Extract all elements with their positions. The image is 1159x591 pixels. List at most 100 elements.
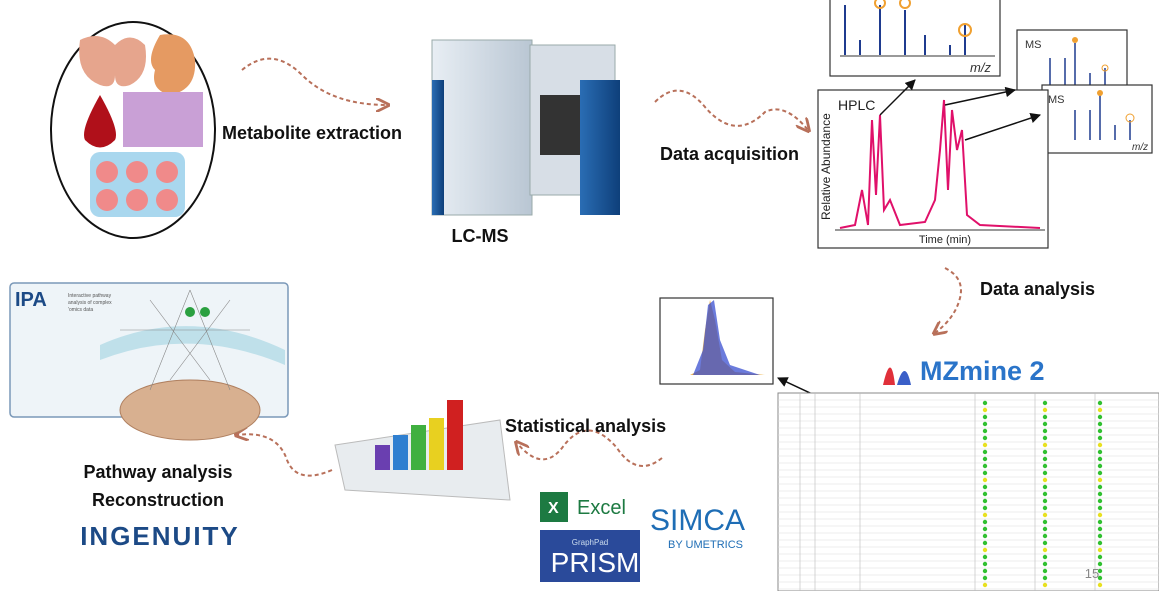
table-rule bbox=[982, 400, 988, 406]
flow-arrow bbox=[241, 57, 387, 105]
bar-chart-icon bbox=[334, 400, 511, 501]
table-rule bbox=[1097, 414, 1103, 420]
flow-arrow bbox=[237, 434, 333, 477]
table-rule bbox=[982, 554, 988, 560]
table-rule bbox=[1042, 442, 1048, 448]
spectrum-label: MS bbox=[1025, 39, 1042, 51]
table-rule bbox=[1042, 435, 1048, 441]
table-rule bbox=[982, 442, 988, 448]
logo-text: PRISM bbox=[551, 547, 640, 578]
step-label: Reconstruction bbox=[92, 490, 224, 510]
table-rule bbox=[1097, 540, 1103, 546]
axis-label: m/z bbox=[1132, 142, 1148, 153]
step-label: Pathway analysis bbox=[83, 462, 232, 482]
ipa-tagline: analysis of complex bbox=[68, 300, 112, 306]
table-rule bbox=[1042, 561, 1048, 567]
table-rule bbox=[1042, 512, 1048, 518]
ms-spectrum: m/z bbox=[829, 0, 1001, 77]
lc-ms-instrument bbox=[431, 39, 620, 216]
table-rule bbox=[1097, 442, 1103, 448]
table-rule bbox=[1097, 575, 1103, 581]
ipa-tagline: Interactive pathway bbox=[68, 293, 112, 299]
table-rule bbox=[1042, 498, 1048, 504]
table-rule bbox=[1042, 449, 1048, 455]
excel-logo: X Excel bbox=[540, 492, 626, 522]
step-label: LC-MS bbox=[452, 226, 509, 246]
table-rule bbox=[982, 547, 988, 553]
logo-text: SIMCA bbox=[650, 504, 745, 537]
simca-logo: SIMCA BY UMETRICS bbox=[650, 504, 745, 551]
table-rule bbox=[1042, 554, 1048, 560]
mzmine-logo: MZmine 2 bbox=[883, 356, 1045, 386]
table-rule bbox=[1042, 484, 1048, 490]
table-rule bbox=[982, 428, 988, 434]
axis-label: Time (min) bbox=[919, 234, 971, 246]
table-rule bbox=[1042, 519, 1048, 525]
table-rule bbox=[1042, 582, 1048, 588]
ms-spectrum: MS m/z bbox=[1041, 84, 1153, 154]
ingenuity-logo: INGENUITY bbox=[80, 521, 240, 551]
sample-types bbox=[50, 21, 216, 239]
table-rule bbox=[1042, 463, 1048, 469]
table-rule bbox=[1042, 505, 1048, 511]
table-rule bbox=[1042, 400, 1048, 406]
step-label: Statistical analysis bbox=[505, 416, 666, 436]
table-rule bbox=[982, 407, 988, 413]
table-rule bbox=[1097, 547, 1103, 553]
table-rule bbox=[982, 463, 988, 469]
table-rule bbox=[982, 505, 988, 511]
table-rule bbox=[1042, 491, 1048, 497]
table-rule bbox=[1042, 568, 1048, 574]
table-rule bbox=[982, 582, 988, 588]
connector-arrow bbox=[879, 79, 916, 116]
table-rule bbox=[1042, 533, 1048, 539]
table-rule bbox=[1042, 470, 1048, 476]
table-rule bbox=[1097, 463, 1103, 469]
logo-text: Excel bbox=[577, 497, 626, 519]
prism-logo: GraphPad PRISM bbox=[540, 530, 640, 582]
ipa-name: IPA bbox=[15, 289, 47, 311]
ipa-panel: IPA Interactive pathway analysis of comp… bbox=[9, 282, 289, 441]
ipa-tagline: 'omics data bbox=[68, 307, 93, 313]
table-rule bbox=[1097, 582, 1103, 588]
flow-arrow bbox=[935, 267, 962, 333]
table-rule bbox=[1097, 470, 1103, 476]
table-rule bbox=[1042, 428, 1048, 434]
logo-subtext: BY UMETRICS bbox=[668, 539, 743, 551]
table-rule bbox=[982, 491, 988, 497]
table-rule bbox=[1097, 498, 1103, 504]
table-rule bbox=[982, 421, 988, 427]
table-rule bbox=[982, 526, 988, 532]
table-rule bbox=[982, 498, 988, 504]
logo-vendor: GraphPad bbox=[572, 538, 608, 547]
table-rule bbox=[982, 477, 988, 483]
logo-text: MZmine 2 bbox=[920, 356, 1045, 386]
chromatogram-label: HPLC bbox=[838, 97, 875, 113]
table-rule bbox=[1097, 554, 1103, 560]
table-rule bbox=[982, 435, 988, 441]
histogram-thumbnail bbox=[659, 297, 774, 385]
table-rule bbox=[1042, 414, 1048, 420]
page-number: 15 bbox=[1085, 566, 1099, 581]
spectrum-label: MS bbox=[1048, 94, 1065, 106]
axis-label: m/z bbox=[970, 60, 991, 75]
table-rule bbox=[1097, 400, 1103, 406]
table-rule bbox=[982, 540, 988, 546]
table-rule bbox=[1097, 428, 1103, 434]
flow-arrow bbox=[654, 89, 808, 130]
table-rule bbox=[1042, 421, 1048, 427]
table-rule bbox=[982, 470, 988, 476]
table-rule bbox=[1097, 568, 1103, 574]
table-rule bbox=[982, 519, 988, 525]
step-label: Data analysis bbox=[980, 279, 1095, 299]
axis-label: Relative Abundance bbox=[819, 113, 833, 220]
table-rule bbox=[1042, 540, 1048, 546]
table-rule bbox=[1097, 505, 1103, 511]
table-rule bbox=[1042, 575, 1048, 581]
table-rule bbox=[1042, 456, 1048, 462]
table-rule bbox=[1042, 477, 1048, 483]
table-rule bbox=[982, 568, 988, 574]
table-rule bbox=[1097, 561, 1103, 567]
table-rule bbox=[1097, 526, 1103, 532]
